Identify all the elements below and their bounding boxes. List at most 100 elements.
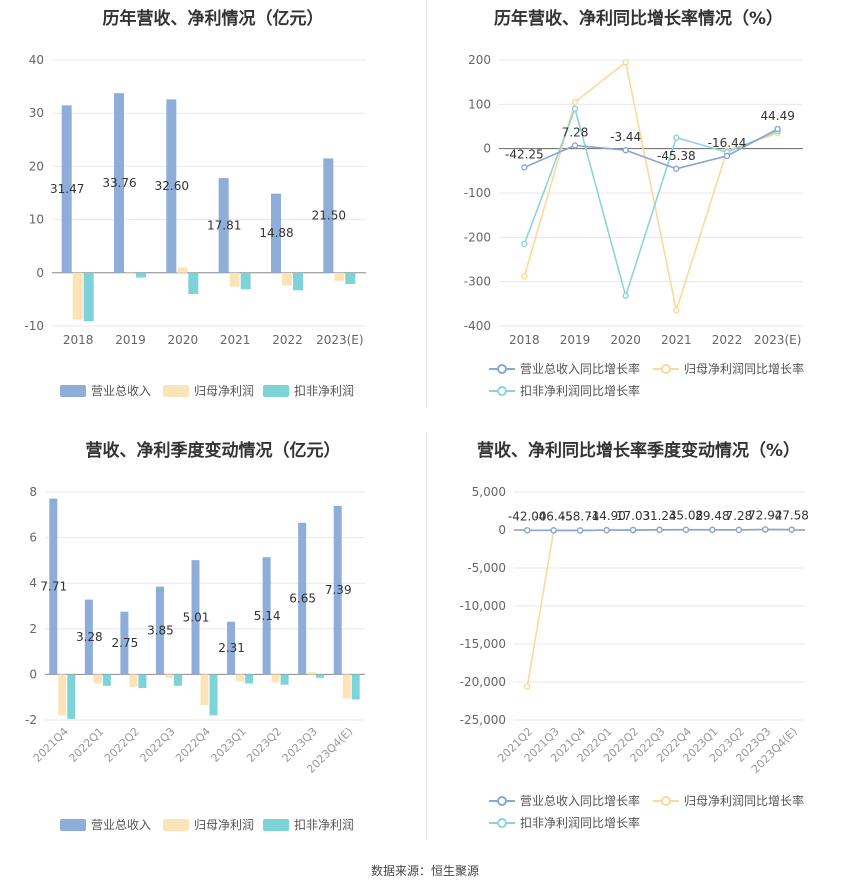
- legend-item-net-profit[interactable]: 归母净利润: [163, 816, 254, 833]
- data-label: 33.76: [102, 176, 136, 190]
- data-label: 2.75: [112, 636, 139, 650]
- bar: [188, 272, 199, 295]
- y-tick-label: 0: [483, 142, 491, 156]
- bar: [323, 158, 334, 273]
- data-label: 7.28: [726, 509, 753, 523]
- legend-item-np-growth[interactable]: 归母净利润同比增长率: [653, 792, 804, 809]
- y-tick-label: 4: [29, 576, 37, 590]
- chart-title: 营收、净利季度变动情况（亿元）: [85, 441, 341, 461]
- panel-annual-revenue-profit: 历年营收、净利情况（亿元） 40 30 20 10 0 -10 31.47 2018 33.76…: [0, 0, 426, 420]
- y-tick-label: 5,000: [472, 485, 506, 499]
- data-label: -46.45: [534, 509, 573, 523]
- x-tick-label: 2020: [168, 333, 199, 347]
- data-source-footer: 数据来源：恒生聚源: [370, 864, 479, 878]
- bar: [271, 674, 280, 683]
- legend-item-net-profit[interactable]: 归母净利润: [163, 382, 254, 399]
- y-tick-label: -5,000: [467, 561, 506, 575]
- data-label: 5.01: [183, 610, 210, 624]
- data-label: 72.92: [748, 508, 782, 522]
- panel-quarterly-revenue-profit: 营收、净利季度变动情况（亿元） 8 6 4 2 0 -2 7.71 2021Q4 3.28 202…: [0, 430, 426, 850]
- chart-title: 历年营收、净利情况（亿元）: [102, 9, 324, 29]
- y-tick-label: -20,000: [460, 675, 506, 689]
- data-point: [673, 307, 680, 314]
- y-tick-label: 30: [29, 106, 44, 120]
- data-label: 3.28: [76, 630, 103, 644]
- data-label: 6.65: [289, 592, 316, 606]
- data-point: [576, 527, 584, 534]
- chart-title: 历年营收、净利同比增长率情况（%）: [493, 9, 784, 29]
- data-point: [673, 165, 680, 172]
- x-tick-label: 2023Q2: [244, 725, 284, 765]
- legend-label: 归母净利润: [194, 818, 255, 832]
- x-tick-label: 2022: [272, 333, 303, 347]
- data-point: [774, 125, 781, 133]
- legend-item-dp-growth[interactable]: 扣非净利润同比增长率: [489, 814, 640, 831]
- data-point: [524, 527, 531, 534]
- bar: [102, 674, 111, 686]
- y-tick-label: 0: [36, 266, 44, 280]
- y-tick-label: -100: [464, 186, 491, 200]
- bar: [120, 611, 129, 675]
- bar: [125, 272, 135, 275]
- data-label: 35.08: [669, 509, 703, 523]
- data-label: 7.28: [562, 125, 589, 139]
- legend-item-rev-growth[interactable]: 营业总收入同比增长率: [489, 360, 640, 377]
- legend-item-deducted-profit[interactable]: 扣非净利润: [263, 816, 354, 833]
- annual-line-chart: 200 100 0 -100 -200 -300 -400 -42.25 7.28 -3.44 -4…: [464, 53, 803, 347]
- legend-label: 扣非净利润同比增长率: [520, 816, 641, 830]
- data-point: [622, 146, 629, 154]
- bar: [166, 99, 177, 273]
- data-point: [788, 526, 795, 533]
- data-point: [723, 152, 731, 160]
- y-tick-label: 40: [29, 53, 44, 67]
- data-label: 47.58: [775, 509, 809, 523]
- bar: [83, 272, 94, 322]
- legend: 营业总收入同比增长率 归母净利润同比增长率 扣非净利润同比增长率: [427, 792, 850, 832]
- legend-item-dp-growth[interactable]: 扣非净利润同比增长率: [489, 382, 640, 399]
- data-label: -42.25: [505, 147, 544, 161]
- annual-bar-chart: 40 30 20 10 0 -10 31.47 2018 33.76 2019 32.60 2020 1…: [24, 53, 366, 347]
- legend-item-revenue[interactable]: 营业总收入: [60, 816, 151, 833]
- legend-item-revenue[interactable]: 营业总收入: [60, 382, 151, 399]
- y-tick-label: 6: [29, 531, 37, 545]
- legend-item-rev-growth[interactable]: 营业总收入同比增长率: [489, 792, 640, 809]
- data-point: [571, 142, 579, 149]
- bar: [282, 272, 292, 286]
- data-label: 2.31: [218, 641, 245, 655]
- legend-label: 归母净利润同比增长率: [684, 362, 805, 376]
- x-tick-label: 2022Q2: [102, 725, 142, 765]
- series-line: [523, 60, 778, 314]
- bar: [164, 674, 173, 678]
- data-label: 17.81: [207, 218, 241, 232]
- data-label: -16.44: [708, 136, 747, 150]
- data-point: [735, 526, 743, 534]
- data-label: 21.50: [312, 209, 346, 223]
- x-tick-label: 2021: [220, 333, 251, 347]
- y-tick-label: 200: [468, 53, 491, 67]
- data-label: 14.88: [259, 226, 293, 240]
- data-point: [571, 105, 579, 112]
- y-tick-label: -300: [464, 275, 491, 289]
- bar: [209, 674, 218, 716]
- x-tick-label: 2019: [560, 333, 591, 347]
- data-point: [550, 527, 557, 534]
- bar: [351, 674, 360, 700]
- x-tick-label: 2018: [509, 333, 540, 347]
- bar: [177, 267, 188, 273]
- bar: [93, 674, 102, 684]
- data-label: 29.48: [695, 509, 729, 523]
- series-line: [523, 106, 778, 299]
- data-label: -14.90: [587, 509, 626, 523]
- y-tick-label: 8: [29, 485, 37, 499]
- legend-label: 营业总收入同比增长率: [520, 362, 641, 376]
- bar: [218, 178, 229, 273]
- y-tick-label: -2: [25, 713, 37, 727]
- bar: [240, 272, 251, 290]
- data-point: [709, 526, 716, 533]
- data-label: 5.14: [254, 609, 281, 623]
- bar: [316, 674, 325, 678]
- legend-item-np-growth[interactable]: 归母净利润同比增长率: [653, 360, 804, 377]
- vertical-divider-bottom: [426, 432, 427, 840]
- panel-annual-growth: 历年营收、净利同比增长率情况（%） 200 100 0 -100 -200 -300 -40…: [427, 0, 850, 420]
- legend-item-deducted-profit[interactable]: 扣非净利润: [263, 382, 354, 399]
